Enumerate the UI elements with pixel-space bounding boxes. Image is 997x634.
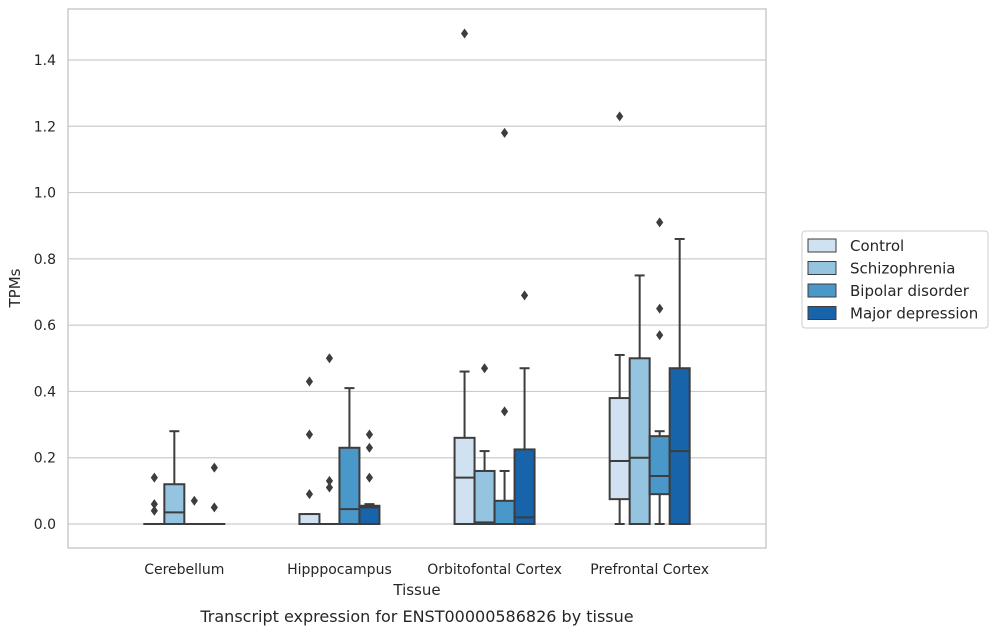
x-tick-labels: Cerebellum Hipppocampus Orbitofontal Corte… xyxy=(144,562,709,578)
outlier-point xyxy=(656,330,664,341)
outlier-point xyxy=(480,363,489,374)
x-axis-label: Tissue xyxy=(392,581,440,599)
box xyxy=(358,504,381,525)
outlier-point xyxy=(500,127,509,138)
y-tick-label: 0.6 xyxy=(34,318,56,334)
box xyxy=(493,499,516,525)
box xyxy=(668,367,691,525)
legend-swatch xyxy=(807,261,837,275)
outlier-point xyxy=(325,475,334,486)
box-prefrontal-cortex xyxy=(648,217,671,525)
y-axis-label: TPMs xyxy=(6,268,24,308)
box-hipppocampus xyxy=(338,387,361,525)
outlier-point xyxy=(500,406,509,417)
box xyxy=(453,436,476,526)
box xyxy=(608,397,631,501)
outlier-point xyxy=(150,499,158,510)
legend-label: Bipolar disorder xyxy=(850,282,970,300)
outlier-point xyxy=(365,429,374,440)
legend-swatch xyxy=(807,283,837,298)
outlier-point xyxy=(150,472,158,483)
box-hipppocampus xyxy=(358,429,381,525)
box-prefrontal-cortex xyxy=(668,237,691,525)
box-orbitofontal-cortex xyxy=(513,290,536,525)
box-cerebellum xyxy=(183,495,206,526)
outlier-point xyxy=(325,353,334,364)
chart-caption: Transcript expression for ENST0000058682… xyxy=(199,607,633,626)
outlier-point xyxy=(656,217,664,228)
outlier-point xyxy=(325,482,334,493)
legend: Control Schizophrenia Bipolar disorder Majo… xyxy=(801,230,989,329)
box-cerebellum xyxy=(143,472,166,526)
series-control xyxy=(143,28,631,526)
y-tick-labels: 0.0 0.2 0.4 0.6 0.8 1.0 1.2 1.4 xyxy=(34,53,56,533)
plot-frame xyxy=(67,8,767,549)
outlier-point xyxy=(210,502,218,513)
outlier-point xyxy=(305,376,314,387)
box xyxy=(473,469,496,526)
legend-label: Major depression xyxy=(850,305,978,323)
box xyxy=(513,448,536,525)
x-tick-label: Hipppocampus xyxy=(287,562,392,578)
series-major-depression xyxy=(203,237,691,526)
box-cerebellum xyxy=(163,430,186,526)
box xyxy=(338,446,361,525)
box-prefrontal-cortex xyxy=(608,111,631,525)
box xyxy=(298,513,321,525)
box-hipppocampus xyxy=(298,376,321,525)
box-cerebellum xyxy=(203,462,226,526)
outlier-point xyxy=(365,472,374,483)
y-tick-label: 0.4 xyxy=(34,384,56,400)
box-groups xyxy=(143,28,691,526)
outlier-point xyxy=(365,442,374,453)
box xyxy=(163,483,186,526)
y-tick-label: 0.0 xyxy=(34,517,56,533)
x-tick-label: Prefrontal Cortex xyxy=(590,562,709,578)
box xyxy=(628,357,651,525)
gridlines xyxy=(68,59,766,525)
outlier-point xyxy=(460,28,469,39)
legend-frame xyxy=(801,230,989,329)
x-tick-label: Orbitofontal Cortex xyxy=(427,562,562,578)
outlier-point xyxy=(190,495,198,506)
series-bipolar-disorder xyxy=(183,127,671,526)
legend-swatch xyxy=(807,238,837,253)
legend-swatch xyxy=(807,306,837,320)
outlier-point xyxy=(520,290,529,301)
series-schizophrenia xyxy=(163,274,651,526)
y-tick-label: 1.4 xyxy=(34,53,56,69)
y-tick-label: 1.2 xyxy=(34,119,56,135)
y-tick-label: 0.8 xyxy=(34,252,56,268)
legend-label: Control xyxy=(850,237,904,255)
outlier-point xyxy=(656,303,664,314)
outlier-point xyxy=(150,505,158,516)
outlier-point xyxy=(210,462,218,473)
box-hipppocampus xyxy=(318,353,341,526)
outlier-point xyxy=(305,429,314,440)
box-orbitofontal-cortex xyxy=(493,127,516,525)
legend-label: Schizophrenia xyxy=(850,260,955,278)
x-tick-label: Cerebellum xyxy=(144,562,224,578)
y-tick-label: 1.0 xyxy=(34,186,56,202)
outlier-point xyxy=(616,111,624,122)
box xyxy=(648,435,671,496)
y-tick-label: 0.2 xyxy=(34,451,56,467)
box-prefrontal-cortex xyxy=(628,274,651,525)
outlier-point xyxy=(305,489,314,500)
box-orbitofontal-cortex xyxy=(473,363,496,526)
box-orbitofontal-cortex xyxy=(453,28,476,526)
